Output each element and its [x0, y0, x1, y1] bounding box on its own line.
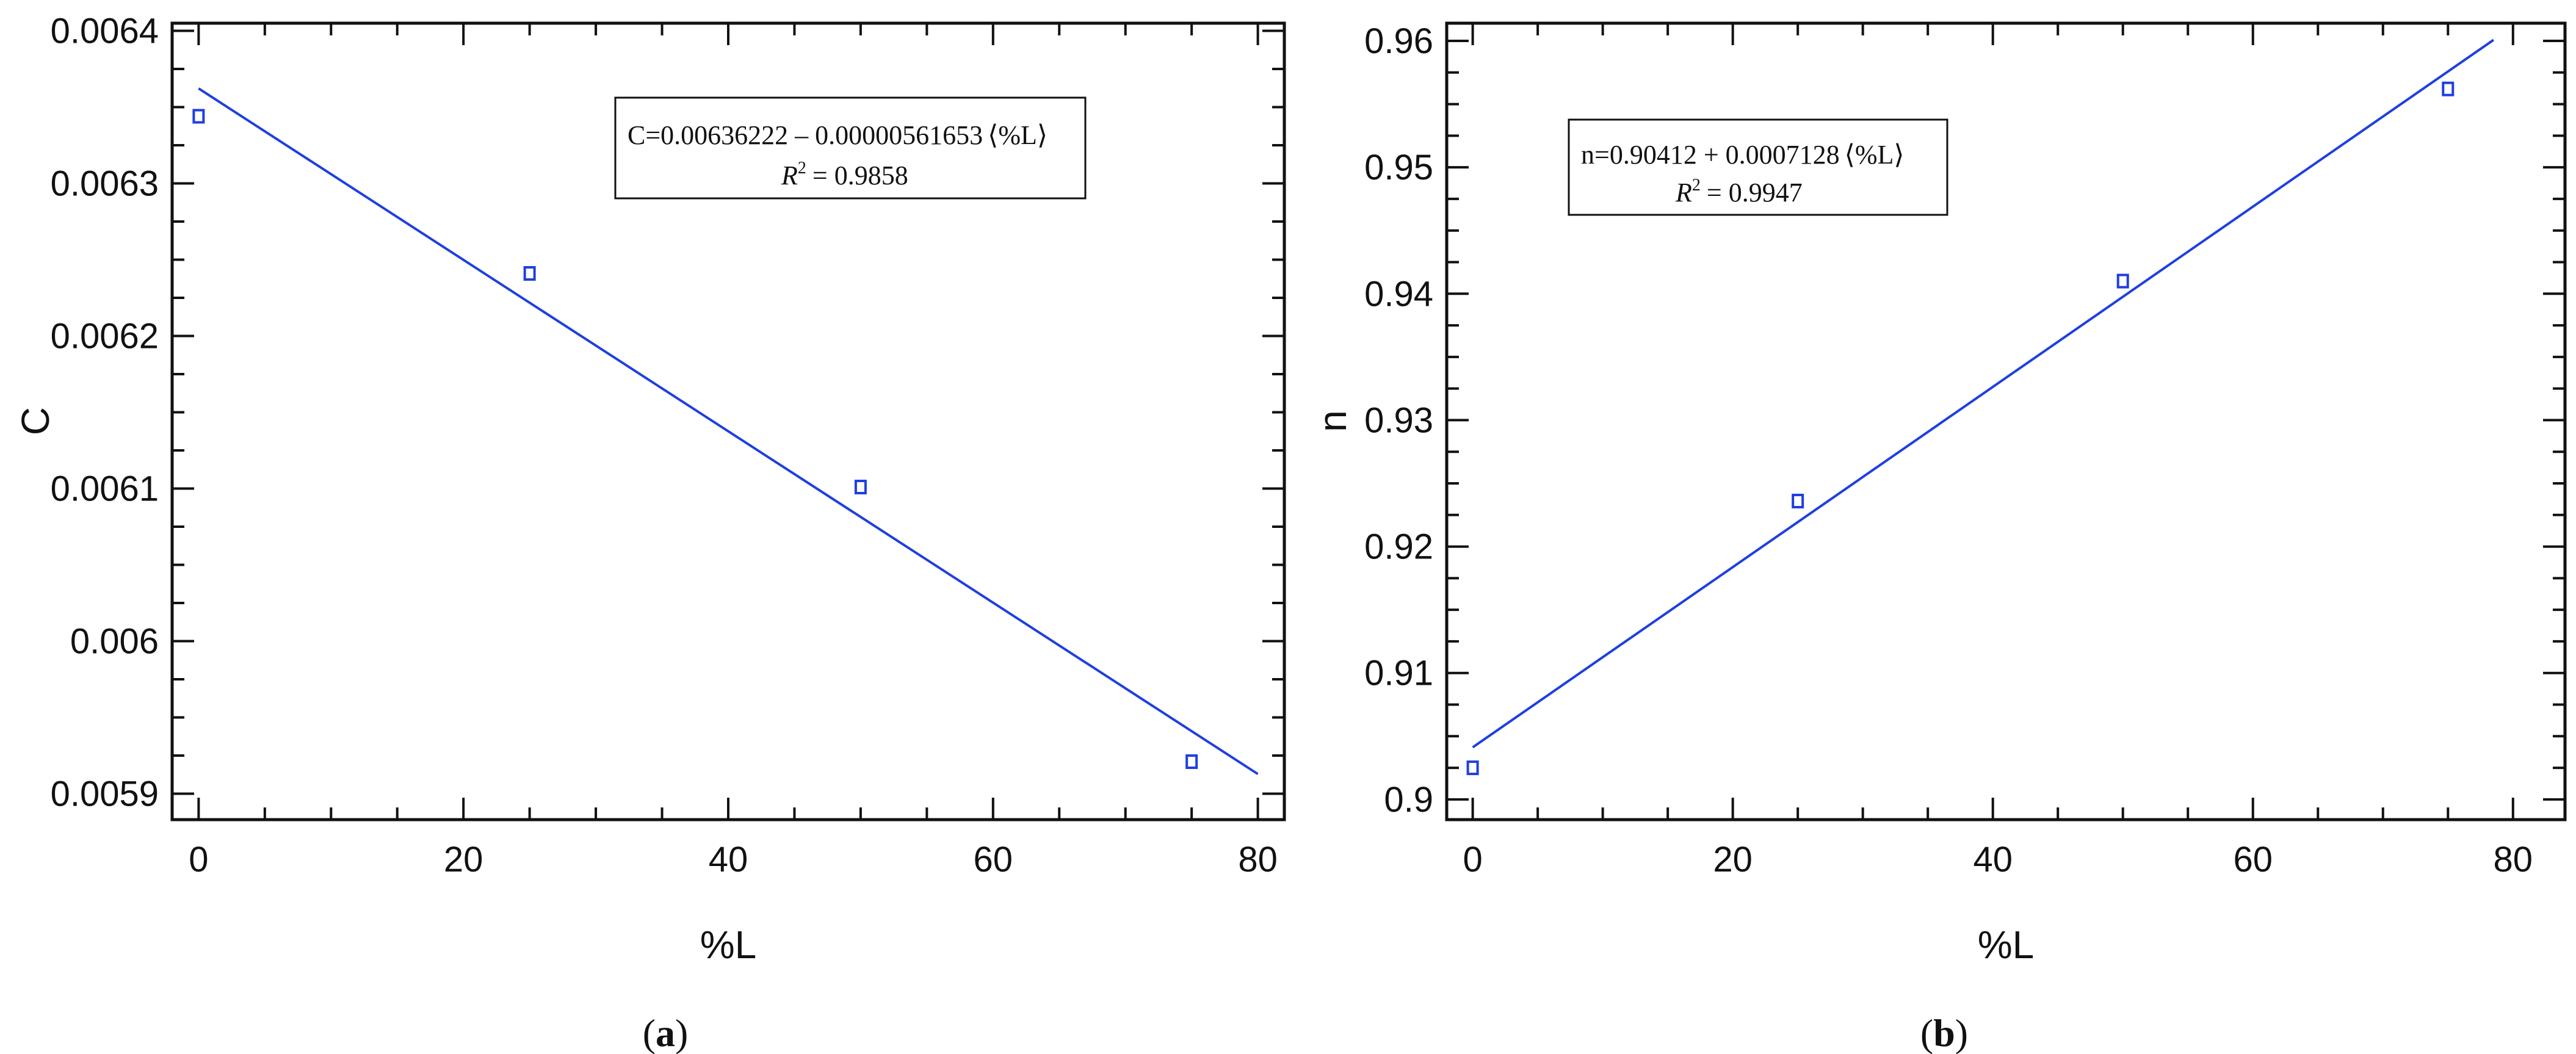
panel-a-fit-line	[198, 87, 1259, 775]
panel-a-r2-exponent: 2	[798, 159, 806, 178]
panel-b-fit-line	[1472, 38, 2494, 749]
panel-b-y-tick-label: 0.9	[1384, 780, 1433, 820]
panel-a-left-angle: ⟨	[988, 120, 998, 150]
panel-b-y-tick-label: 0.91	[1364, 654, 1433, 693]
panel-b-label-open: (	[1920, 1011, 1933, 1054]
svg-text:C=0.00636222 – 0.00000561653⟨%: C=0.00636222 – 0.00000561653 ⟨%L⟩	[628, 120, 1047, 150]
panel-b-x-ticks: 0 20 40 60 80	[1463, 23, 2533, 879]
panel-b-equation-text: n=0.90412 + 0.0007128	[1581, 140, 1840, 170]
panel-b-equation-variable: %L	[1855, 140, 1894, 170]
panel-a-x-axis-title: %L	[700, 923, 757, 967]
panel-b-x-tick-label: 80	[2494, 840, 2533, 879]
panel-b-y-tick-label: 0.93	[1364, 400, 1433, 440]
svg-text:R2= 0.9947: R2 = 0.9947	[1675, 176, 1803, 208]
panel-a-right-angle: ⟩	[1037, 120, 1047, 150]
panel-b-fit-layer	[1472, 38, 2494, 749]
panel-b-data-point	[1792, 494, 1804, 508]
panel-a-label-close: )	[675, 1011, 688, 1054]
panel-a-y-axis-title: C	[13, 407, 57, 435]
panel-b-r2-value: = 0.9947	[1707, 178, 1803, 208]
panel-b-y-tick-label: 0.94	[1364, 274, 1433, 314]
panel-b-x-tick-label: 20	[1713, 840, 1753, 879]
panel-b-x-axis-title: %L	[1978, 923, 2035, 967]
panel-a-x-ticks: 0 20 40 60 80	[189, 23, 1278, 879]
svg-text:R2= 0.9858: R2 = 0.9858	[781, 159, 908, 190]
panel-b-x-tick-label: 40	[1973, 840, 2013, 879]
panel-b-r2-exponent: 2	[1692, 176, 1701, 195]
panel-a-r2-symbol: R	[781, 161, 798, 190]
svg-text:(b): (b)	[1920, 1011, 1968, 1054]
panel-a-equation-variable: %L	[998, 120, 1037, 150]
panel-b-right-angle: ⟩	[1894, 140, 1904, 170]
panel-b-y-tick-label: 0.92	[1364, 527, 1433, 567]
panel-a-data-point	[1185, 754, 1198, 769]
panel-a-y-ticks: 0.0059 0.006 0.0061 0.0062 0.0063 0.0064	[51, 12, 1284, 814]
panel-a-x-tick-label: 40	[709, 840, 748, 879]
panel-a-label-open: (	[643, 1011, 656, 1054]
panel-a-equation-text: C=0.00636222 – 0.00000561653	[628, 120, 983, 150]
panel-a-fit-layer	[198, 87, 1259, 775]
panel-b-plot-frame	[1445, 21, 2567, 821]
panel-b-data-point	[1466, 760, 1479, 776]
panel-a-y-tick-label: 0.0061	[51, 469, 159, 509]
panel-b-x-tick-label: 0	[1463, 840, 1482, 879]
panel-a-chart: 0 20 40 60 80 0.00590.0060.00610.00620.00630…	[13, 12, 1286, 1054]
panel-a-x-tick-label: 20	[444, 840, 483, 879]
panel-a-data-point	[854, 480, 867, 494]
panel-b-left-angle: ⟨	[1845, 140, 1855, 170]
panel-a-label: a	[656, 1011, 675, 1054]
panel-b-chart: 0 20 40 60 80 0.90.910.920.930.940.950.96 n=…	[1311, 21, 2567, 1054]
panel-a-data-point	[523, 266, 536, 281]
panel-a-data-point	[192, 109, 205, 124]
panel-a-equation-box: C=0.00636222 – 0.00000561653 ⟨%L⟩ R2 = 0.9…	[614, 96, 1087, 200]
panel-a-x-tick-label: 60	[974, 840, 1013, 879]
svg-text:(a): (a)	[643, 1011, 689, 1054]
panel-a-x-tick-label: 80	[1238, 840, 1278, 879]
panel-b-equation-box: n=0.90412 + 0.0007128 ⟨%L⟩ R2 = 0.9947	[1568, 118, 1948, 216]
panel-a-points-layer	[192, 109, 1198, 769]
panel-a-y-tick-label: 0.0064	[51, 12, 159, 51]
panel-b-label: b	[1933, 1011, 1955, 1054]
panel-b-y-axis-title: n	[1311, 410, 1355, 432]
panel-a-y-tick-label: 0.0063	[51, 164, 159, 204]
panel-b-data-point	[2116, 273, 2129, 289]
panel-a-y-tick-label: 0.0062	[51, 317, 159, 356]
panel-b-r2-symbol: R	[1675, 178, 1692, 208]
panel-b-data-point	[2442, 81, 2455, 96]
panel-b-x-tick-label: 60	[2233, 840, 2273, 879]
panel-b-y-ticks: 0.9 0.91 0.92 0.93 0.94 0.95 0.96	[1364, 21, 2565, 820]
panel-a-x-tick-label: 0	[189, 840, 208, 879]
panel-a-r2-value: = 0.9858	[812, 161, 908, 190]
panel-b-y-tick-label: 0.96	[1364, 21, 1433, 61]
panel-a-y-tick-label: 0.0059	[51, 774, 159, 814]
panel-b-y-tick-label: 0.95	[1364, 148, 1433, 187]
panel-b-label-close: )	[1955, 1011, 1968, 1054]
svg-text:n=0.90412 + 0.0007128⟨%L⟩: n=0.90412 + 0.0007128 ⟨%L⟩	[1581, 140, 1905, 170]
panel-a-y-tick-label: 0.006	[70, 622, 159, 662]
panel-b-points-layer	[1466, 81, 2455, 776]
